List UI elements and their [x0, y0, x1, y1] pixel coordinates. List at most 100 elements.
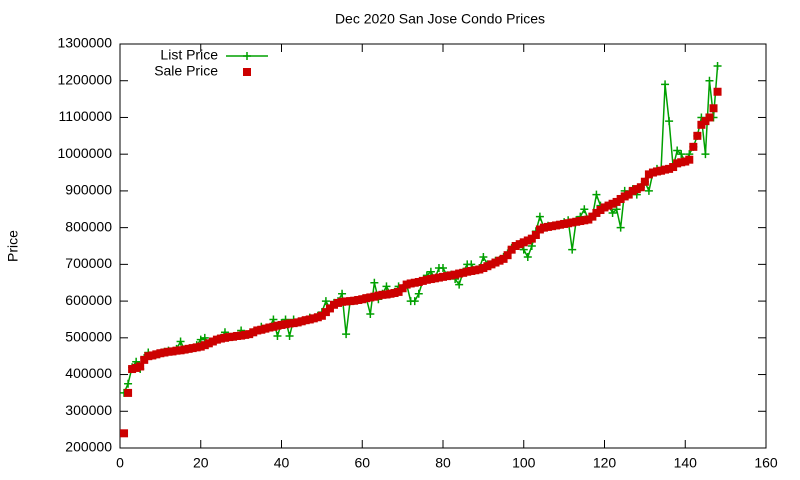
point	[374, 291, 383, 300]
point	[552, 221, 561, 230]
point	[289, 319, 298, 328]
point	[705, 76, 714, 85]
point	[128, 365, 137, 374]
point	[160, 348, 169, 357]
point	[447, 271, 456, 280]
point	[539, 223, 548, 232]
legend-marker	[243, 52, 251, 60]
point	[697, 120, 706, 129]
point	[249, 328, 258, 337]
point	[200, 333, 209, 342]
y-tick-label: 1100000	[59, 108, 113, 124]
point	[362, 294, 371, 303]
point	[665, 164, 674, 173]
point	[705, 113, 714, 122]
point	[439, 264, 447, 273]
point	[620, 192, 629, 201]
point	[443, 272, 452, 281]
y-tick-label: 800000	[65, 218, 112, 234]
point	[390, 289, 399, 298]
point	[677, 158, 686, 167]
y-tick-label: 1300000	[57, 35, 112, 51]
point	[463, 267, 472, 276]
point	[604, 201, 613, 210]
point	[366, 293, 375, 302]
point	[273, 321, 282, 330]
y-axis-label: Price	[5, 230, 21, 262]
y-tick-label: 700000	[65, 255, 112, 271]
point	[410, 297, 419, 306]
point	[378, 290, 387, 299]
point	[414, 289, 423, 298]
point	[144, 352, 153, 361]
point	[632, 185, 641, 194]
point	[592, 190, 601, 199]
point	[350, 296, 359, 305]
point	[342, 297, 351, 306]
point	[523, 236, 532, 245]
point	[176, 346, 185, 355]
point	[685, 155, 694, 164]
point	[382, 290, 391, 299]
point	[370, 292, 379, 301]
point	[568, 245, 577, 254]
point	[257, 325, 266, 334]
point	[713, 62, 722, 71]
point	[281, 320, 290, 329]
point	[261, 324, 270, 333]
point	[584, 215, 593, 224]
point	[394, 287, 403, 296]
point	[527, 242, 536, 250]
point	[616, 223, 625, 232]
point	[636, 183, 645, 192]
point	[426, 275, 435, 284]
point	[277, 320, 286, 329]
point	[192, 343, 201, 352]
point	[265, 323, 274, 332]
point	[624, 190, 633, 199]
point	[418, 276, 427, 285]
point	[592, 208, 601, 217]
x-tick-label: 40	[274, 455, 290, 471]
point	[491, 258, 500, 267]
point	[556, 220, 565, 229]
point	[301, 316, 310, 325]
point	[124, 379, 133, 388]
point	[511, 242, 520, 250]
point	[479, 264, 488, 273]
point	[325, 304, 334, 313]
point	[608, 199, 617, 208]
point	[503, 251, 512, 260]
point	[580, 216, 589, 225]
point	[269, 322, 278, 331]
point	[168, 347, 177, 356]
legend-marker	[243, 68, 251, 76]
point	[564, 219, 573, 228]
point	[410, 278, 419, 287]
point	[628, 186, 637, 195]
point	[309, 314, 318, 323]
point	[225, 333, 234, 342]
point	[669, 163, 678, 172]
point	[475, 265, 484, 274]
point	[612, 205, 621, 214]
point	[531, 230, 540, 239]
point	[241, 330, 250, 339]
point	[176, 337, 185, 346]
y-tick-label: 200000	[65, 439, 112, 455]
point	[200, 341, 209, 350]
point	[644, 186, 653, 195]
point	[519, 245, 528, 254]
point	[693, 131, 702, 140]
point	[208, 337, 217, 346]
point	[237, 331, 246, 340]
point	[681, 157, 690, 166]
point	[346, 297, 355, 306]
point	[342, 330, 351, 339]
point	[543, 222, 552, 231]
point	[665, 117, 674, 126]
point	[576, 217, 585, 226]
point	[382, 282, 391, 291]
point	[293, 318, 302, 327]
